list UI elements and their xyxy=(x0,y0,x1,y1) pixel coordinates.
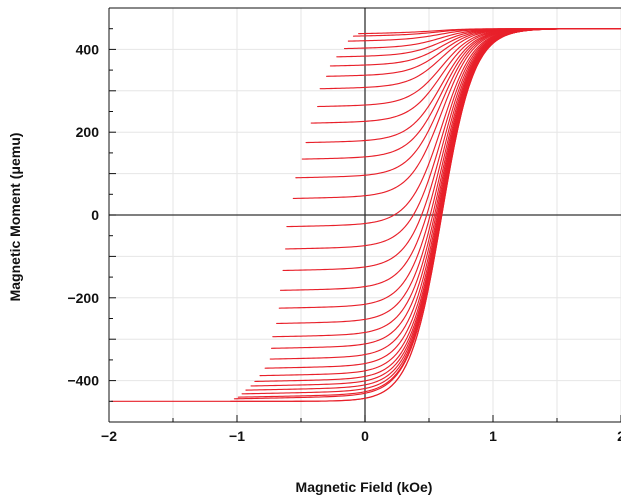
x-tick-label: 0 xyxy=(361,428,369,444)
x-tick-label: −1 xyxy=(229,428,245,444)
tick-labels: −2 −1 0 1 2 −400 −200 0 200 400 xyxy=(67,41,621,444)
y-axis-title: Magnetic Moment (μemu) xyxy=(7,133,23,302)
x-tick-label: 1 xyxy=(489,428,497,444)
y-tick-label: −400 xyxy=(67,373,99,389)
y-tick-label: 200 xyxy=(76,124,100,140)
y-tick-label: 0 xyxy=(91,207,99,223)
reversal-curve-33 xyxy=(358,28,621,35)
reversal-curve-3 xyxy=(233,28,621,400)
x-tick-label: 2 xyxy=(617,428,621,444)
zero-axes xyxy=(109,8,621,422)
y-tick-label: 400 xyxy=(76,41,100,57)
x-tick-label: −2 xyxy=(101,428,117,444)
series-curves xyxy=(110,28,621,402)
reversal-curve-4 xyxy=(237,28,621,398)
axis-ticks xyxy=(108,7,621,423)
x-axis-title: Magnetic Field (kOe) xyxy=(296,479,433,495)
y-tick-label: −200 xyxy=(67,290,99,306)
